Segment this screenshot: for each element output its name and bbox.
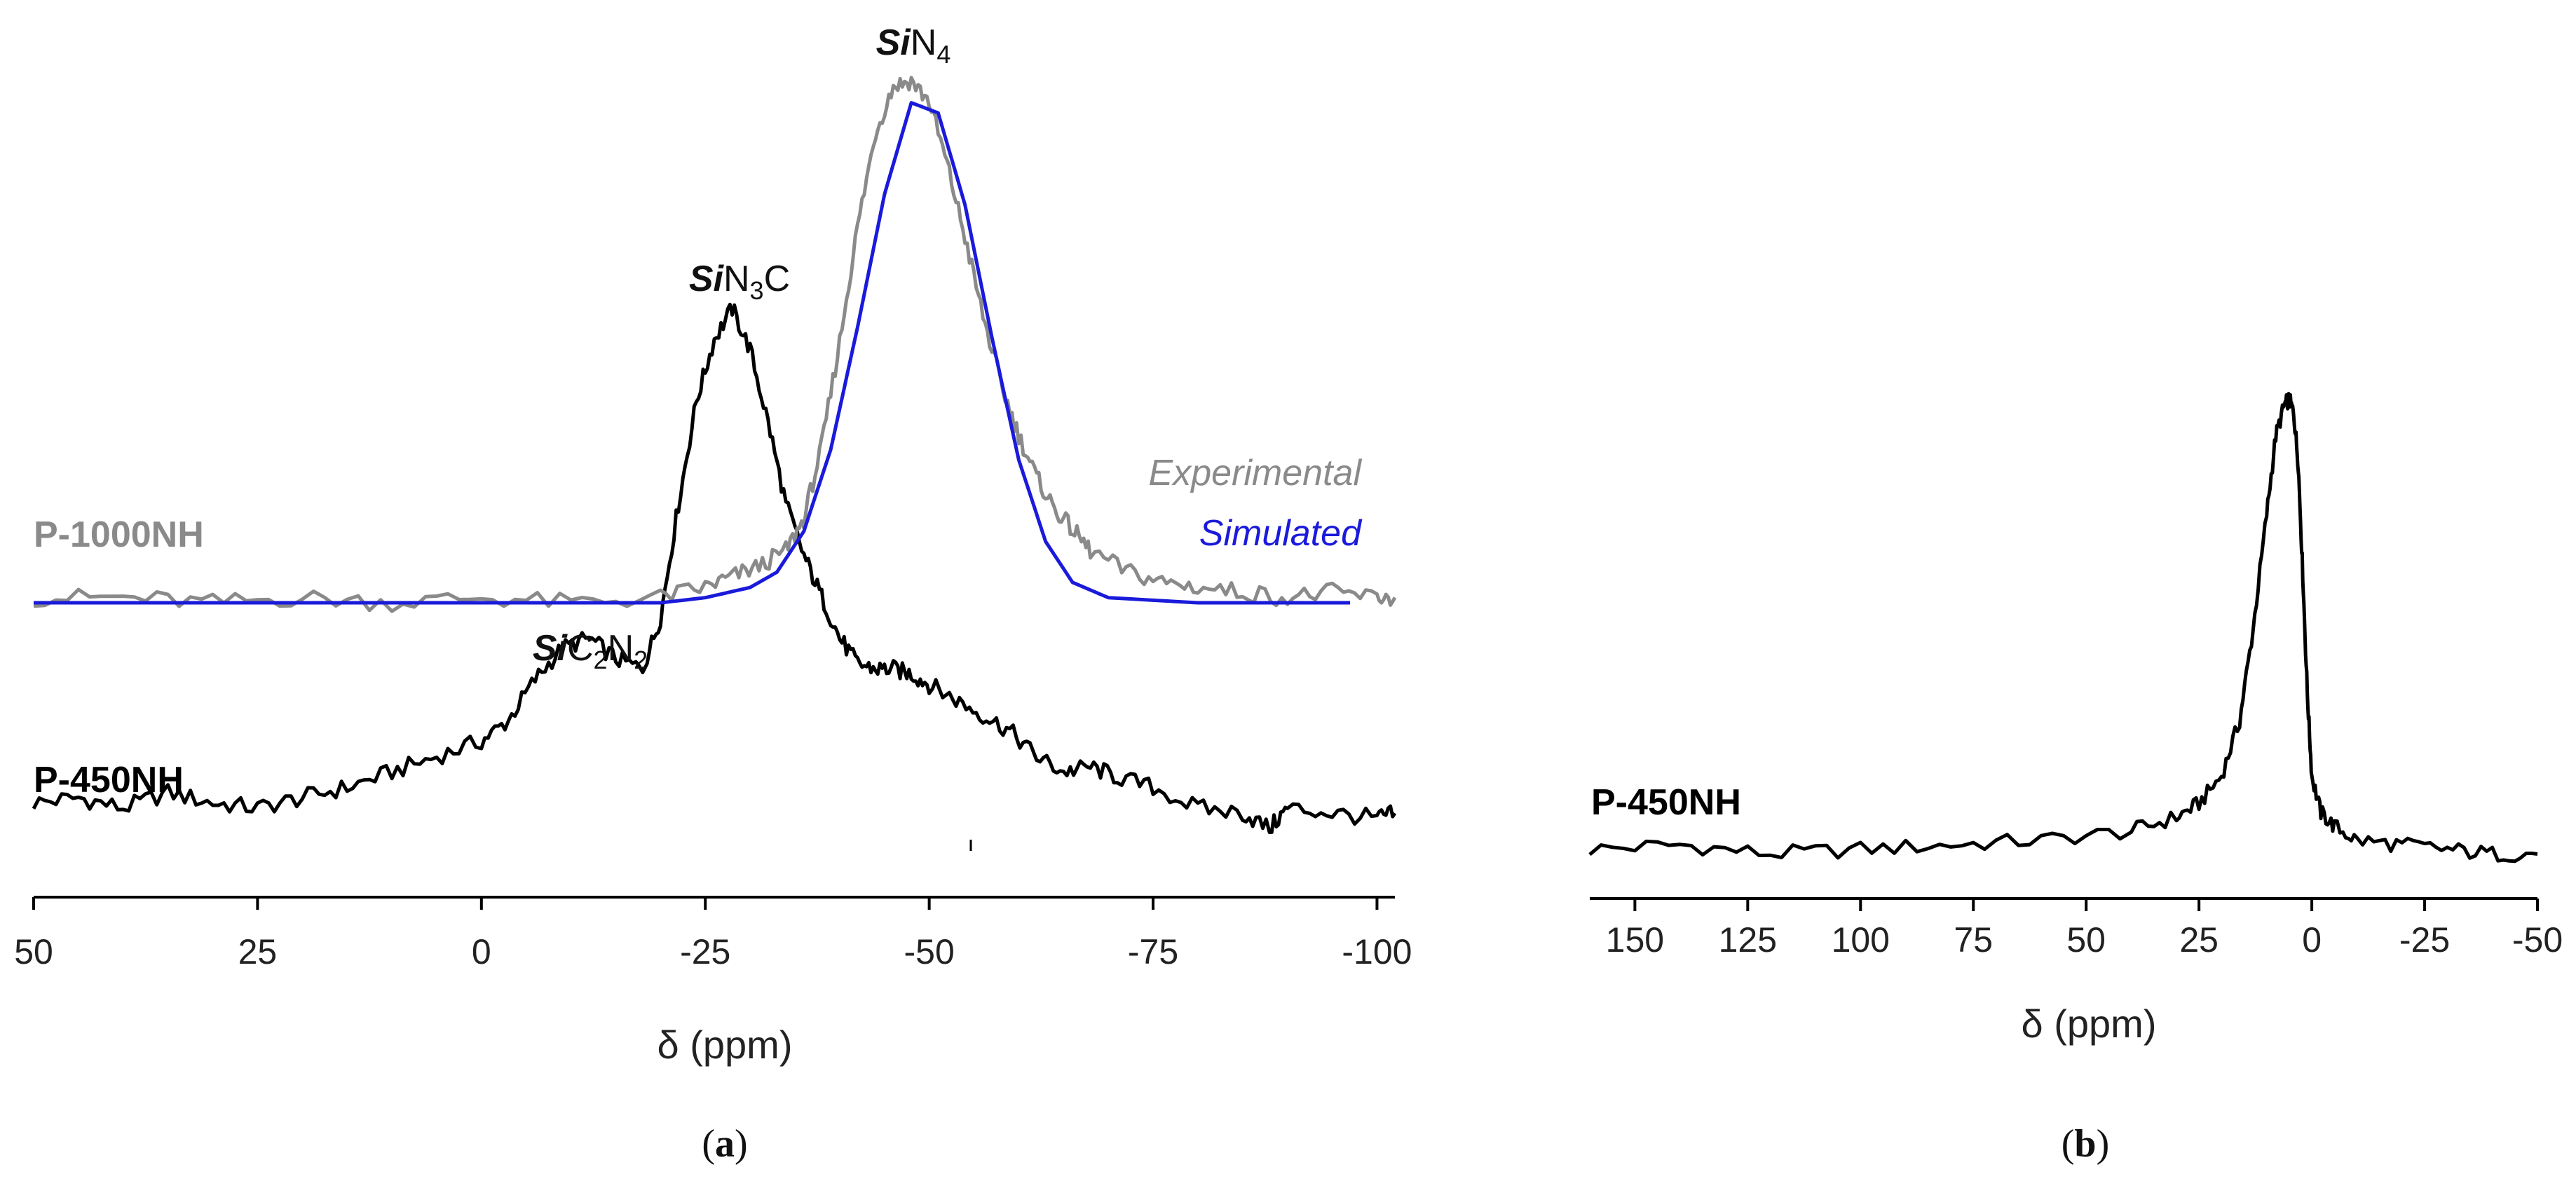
- series-line-p450b: [1588, 392, 2538, 863]
- x-tick-label: 150: [1606, 920, 1664, 960]
- series-line-simulated: [34, 101, 1351, 605]
- x-tick-label: -100: [1342, 932, 1412, 971]
- peak-label-sin4: SiN4: [876, 22, 951, 69]
- x-tick-label: -25: [2399, 920, 2450, 960]
- x-tick-label: -50: [904, 932, 954, 971]
- panel-a-x-axis-label: δ (ppm): [657, 1023, 793, 1067]
- x-tick-label: 50: [2066, 920, 2106, 960]
- panel-a-chart: 50 25 0 -25 -50 -75 -100 δ (ppm) P-1000NH P-45…: [14, 22, 1412, 1166]
- panel-label-b: (b): [2062, 1122, 2109, 1166]
- peak-label-sin3c: SiN3C: [689, 259, 790, 305]
- sample-label-p450nh-a: P-450NH: [34, 760, 184, 800]
- x-tick-label: 125: [1719, 920, 1777, 960]
- panel-a-series: [32, 76, 1397, 834]
- x-tick-label: 25: [238, 932, 278, 971]
- x-tick-label: 0: [472, 932, 491, 971]
- x-tick-label: 100: [1832, 920, 1890, 960]
- panel-a-x-ticks: 50 25 0 -25 -50 -75 -100: [14, 897, 1412, 971]
- panel-b-chart: 150 125 100 75 50 25 0 -25 -50 δ (ppm) P-450NH (…: [1588, 392, 2563, 1166]
- legend-simulated: Simulated: [1199, 513, 1363, 554]
- peak-label-sic2n2: SiC2N2: [533, 628, 648, 674]
- panel-b-x-axis-label: δ (ppm): [2022, 1002, 2157, 1046]
- x-tick-label: 50: [14, 932, 53, 971]
- x-tick-label: 0: [2302, 920, 2322, 960]
- panel-b-x-ticks: 150 125 100 75 50 25 0 -25 -50: [1606, 899, 2563, 960]
- x-tick-label: -50: [2512, 920, 2563, 960]
- panel-label-a: (a): [702, 1122, 747, 1166]
- sample-label-p1000nh: P-1000NH: [34, 514, 204, 555]
- x-tick-label: -25: [680, 932, 730, 971]
- sample-label-p450nh-b: P-450NH: [1591, 782, 1741, 823]
- x-tick-label: 25: [2179, 920, 2219, 960]
- x-tick-label: -75: [1128, 932, 1178, 971]
- series-line-p450: [32, 302, 1397, 834]
- x-tick-label: 75: [1954, 920, 1993, 960]
- panel-b-series: [1588, 392, 2538, 863]
- legend-experimental: Experimental: [1149, 453, 1363, 493]
- series-line-experimental: [33, 76, 1397, 613]
